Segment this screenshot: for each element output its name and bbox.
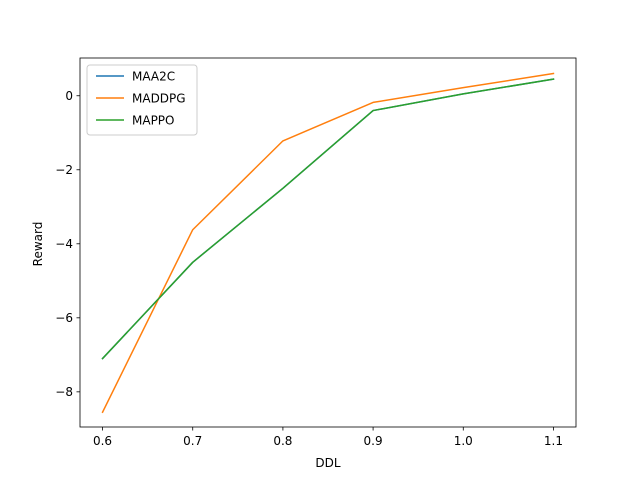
legend-label-mappo: MAPPO xyxy=(132,113,174,127)
y-tick-label: −2 xyxy=(55,163,73,177)
series-line-mappo xyxy=(101,78,555,360)
x-tick-label: 1.0 xyxy=(454,434,473,448)
x-tick-label: 1.1 xyxy=(544,434,563,448)
legend-box xyxy=(86,64,198,136)
axes-layer xyxy=(79,57,577,428)
y-tick-label: −6 xyxy=(55,311,73,325)
axes-frame xyxy=(79,57,577,428)
ticks-layer: 0.6 0.7 0.8 0.9 1.0 1.1 −8 −6 −4 −2 0 xyxy=(55,89,563,448)
legend-label-maddpg: MADDPG xyxy=(132,91,186,105)
x-tick-label: 0.6 xyxy=(93,434,112,448)
legend: MAA2C MADDPG MAPPO xyxy=(86,64,198,136)
x-tick-label: 0.7 xyxy=(183,434,202,448)
y-tick-label: −4 xyxy=(55,237,73,251)
x-tick-label: 0.9 xyxy=(364,434,383,448)
legend-label-maa2c: MAA2C xyxy=(132,69,175,83)
series-layer xyxy=(101,72,555,414)
y-tick-label: −8 xyxy=(55,385,73,399)
x-axis-label: DDL xyxy=(315,456,340,470)
y-tick-label: 0 xyxy=(65,89,73,103)
y-axis-label: Reward xyxy=(31,222,45,267)
x-tick-label: 0.8 xyxy=(273,434,292,448)
series-line-maddpg xyxy=(101,72,555,414)
